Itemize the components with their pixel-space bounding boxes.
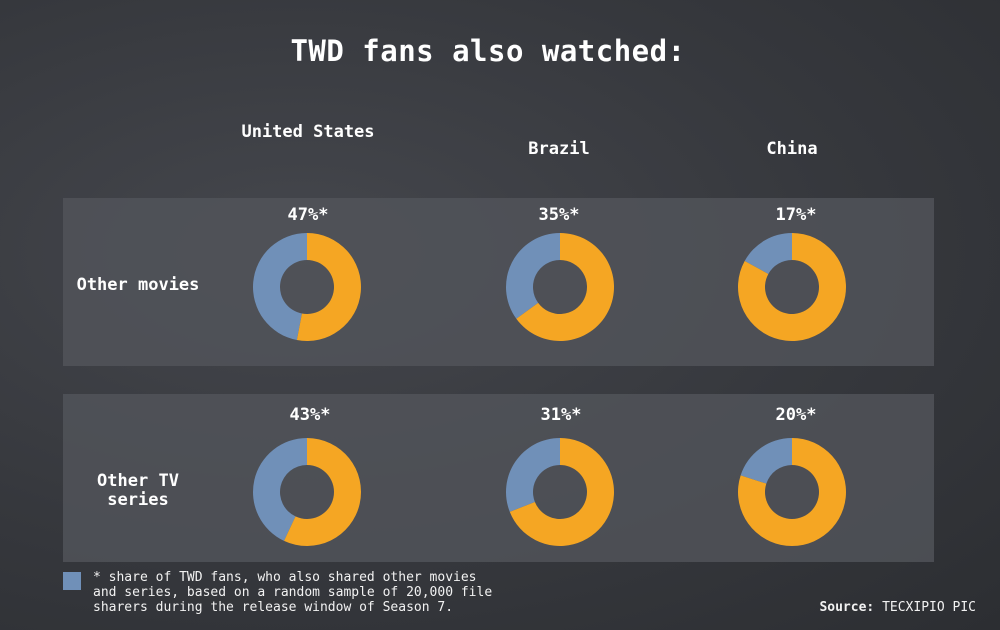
donut-other-tv-series-brazil-rest-slice [509,438,615,547]
donut-other-movies-brazil-share-slice [506,233,560,319]
source-label: Source: [819,600,875,615]
legend-swatch [63,572,81,590]
row-label-other-movies: Other movies [76,275,200,295]
donut-other-tv-series-brazil-share-slice [506,438,560,512]
pct-label-series-us: 43%* [289,405,331,425]
footnote: * share of TWD fans, who also shared oth… [93,570,493,615]
pct-label-movies-us: 47%* [287,205,329,225]
chart-title: TWD fans also watched: [290,34,686,68]
pct-label-movies-brazil: 35%* [538,205,580,225]
pct-label-series-china: 20%* [775,405,817,425]
donut-other-movies-china-share-slice [744,233,792,274]
donut-other-tv-series-united-states-rest-slice [284,438,362,547]
donut-other-tv-series-china-rest-slice [738,438,847,547]
donut-other-tv-series-china-share-slice [740,438,792,484]
pct-label-movies-china: 17%* [775,205,817,225]
source-value: TECXIPIO PIC [882,600,976,615]
donut-other-movies-united-states-share-slice [252,233,307,341]
donut-other-movies-china-rest-slice [738,233,847,342]
row-label-other-tv-series: Other TV series [97,471,179,510]
pct-label-series-brazil: 31%* [540,405,582,425]
col-header-brazil: Brazil [528,139,590,159]
donut-other-movies-brazil-rest-slice [516,233,614,342]
col-header-china: China [766,139,818,159]
donut-other-movies-united-states-rest-slice [296,233,361,342]
col-header-united-states: United States [241,122,375,142]
donut-other-tv-series-united-states-share-slice [253,438,307,541]
source: Source: TECXIPIO PIC [819,600,976,615]
